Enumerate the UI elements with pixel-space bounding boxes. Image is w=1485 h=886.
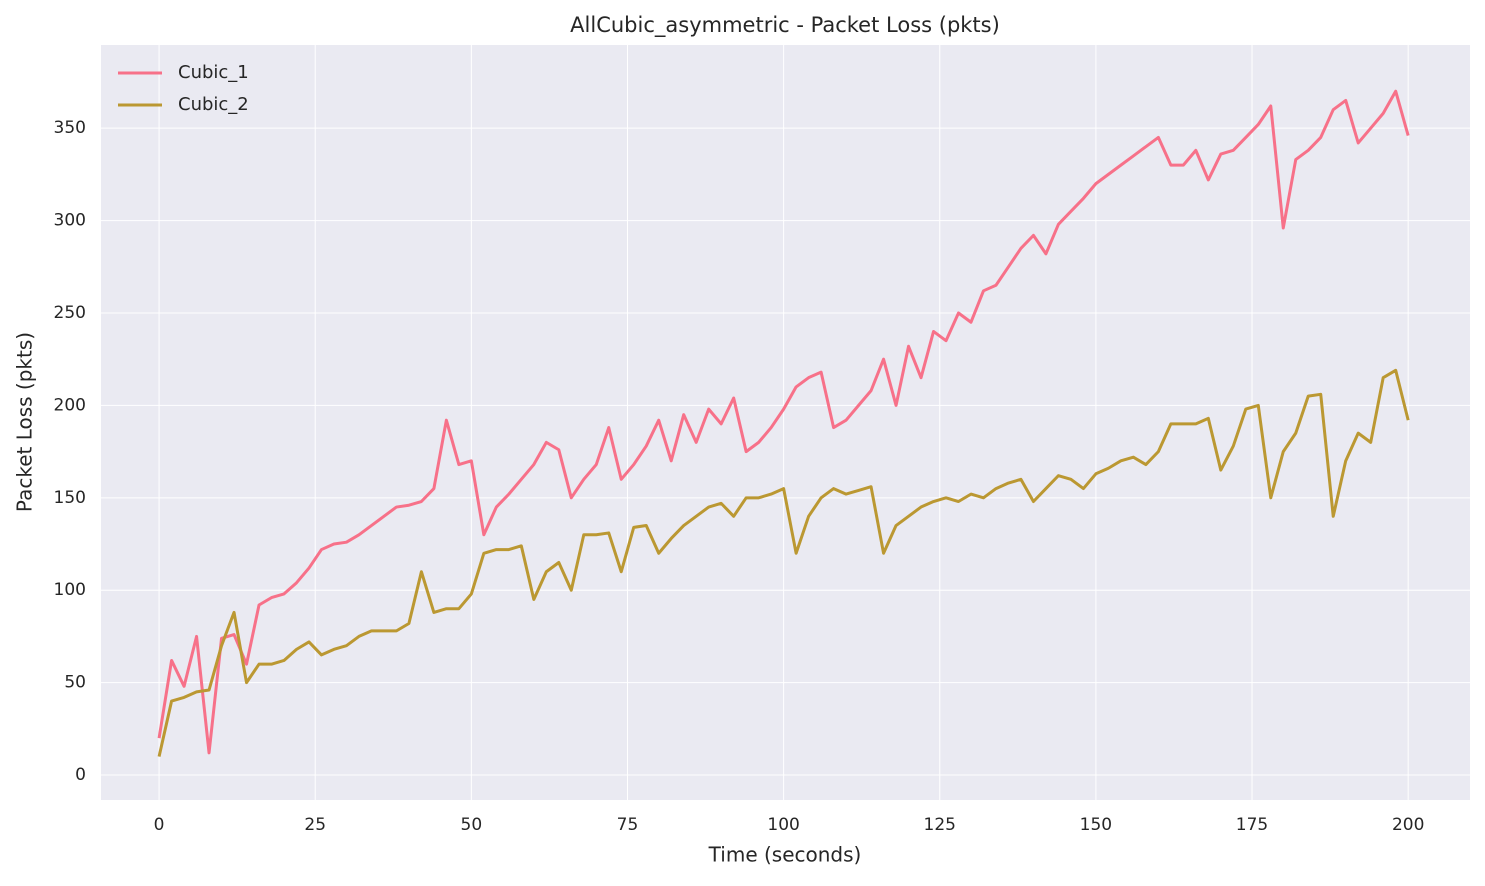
- x-tick-label: 0: [154, 815, 165, 835]
- x-tick-label: 75: [617, 815, 639, 835]
- legend-label: Cubic_2: [178, 94, 249, 115]
- y-tick-label: 300: [54, 211, 86, 231]
- x-tick-label: 25: [304, 815, 326, 835]
- y-axis-label: Packet Loss (pkts): [13, 332, 37, 512]
- y-tick-label: 350: [54, 118, 86, 138]
- y-tick-label: 200: [54, 395, 86, 415]
- x-tick-label: 150: [1080, 815, 1112, 835]
- x-tick-label: 200: [1392, 815, 1424, 835]
- x-axis-label: Time (seconds): [708, 843, 862, 867]
- y-tick-label: 0: [75, 765, 86, 785]
- plot-area: [101, 45, 1470, 800]
- x-tick-label: 50: [461, 815, 483, 835]
- chart-title: AllCubic_asymmetric - Packet Loss (pkts): [570, 13, 1000, 38]
- y-tick-label: 50: [64, 673, 86, 693]
- x-tick-label: 175: [1236, 815, 1268, 835]
- x-tick-label: 100: [767, 815, 799, 835]
- x-tick-label: 125: [924, 815, 956, 835]
- y-tick-label: 250: [54, 303, 86, 323]
- data-line: [157, 368, 1410, 757]
- y-tick-label: 100: [54, 580, 86, 600]
- y-tick-label: 150: [54, 488, 86, 508]
- data-line: [157, 89, 1410, 755]
- legend-label: Cubic_1: [178, 62, 249, 83]
